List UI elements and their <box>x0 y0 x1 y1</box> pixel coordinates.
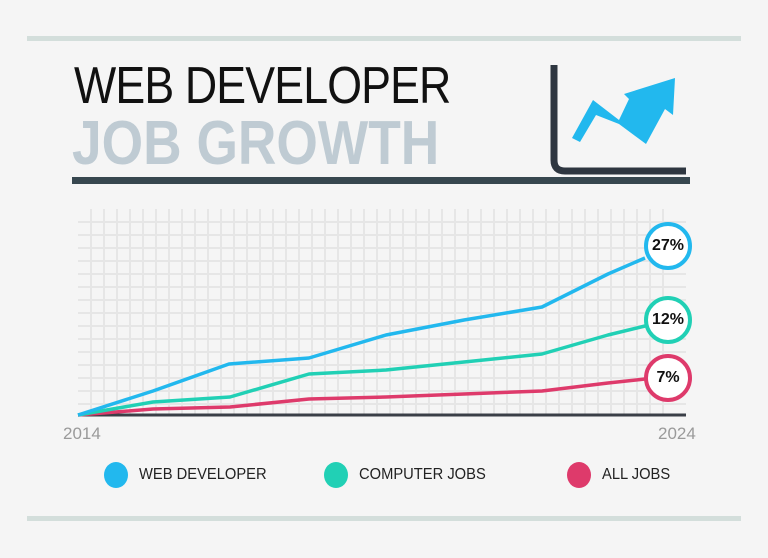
badge-computer-jobs: 12% <box>644 296 692 344</box>
legend-label: WEB DEVELOPER <box>139 466 267 483</box>
chart-grid <box>78 209 686 415</box>
series-line-all-jobs <box>77 377 646 417</box>
legend-label: ALL JOBS <box>601 466 670 483</box>
bottom-divider <box>27 516 741 521</box>
top-divider <box>27 36 741 41</box>
x-axis-end-label: 2024 <box>658 424 696 443</box>
x-axis-start-label: 2014 <box>63 424 101 443</box>
title-line-2: JOB GROWTH <box>72 109 440 178</box>
title-line-1: WEB DEVELOPER <box>74 57 451 115</box>
legend-label: COMPUTER JOBS <box>358 466 486 483</box>
legend-item-computer-jobs: COMPUTER JOBS <box>323 462 497 488</box>
badge-web-developer: 27% <box>644 222 692 270</box>
badge-all-jobs: 7% <box>644 354 692 402</box>
legend-dot-icon <box>566 462 591 488</box>
title-underline <box>72 177 690 184</box>
legend-dot-icon <box>104 462 128 488</box>
series-line-web-developer <box>77 256 646 417</box>
legend-item-all-jobs: ALL JOBS <box>566 462 676 488</box>
chart-legend: WEB DEVELOPER COMPUTER JOBS ALL JOBS <box>104 462 710 488</box>
legend-dot-icon <box>323 462 348 488</box>
legend-item-web-developer: WEB DEVELOPER <box>104 462 278 488</box>
series-line-computer-jobs <box>77 324 646 417</box>
